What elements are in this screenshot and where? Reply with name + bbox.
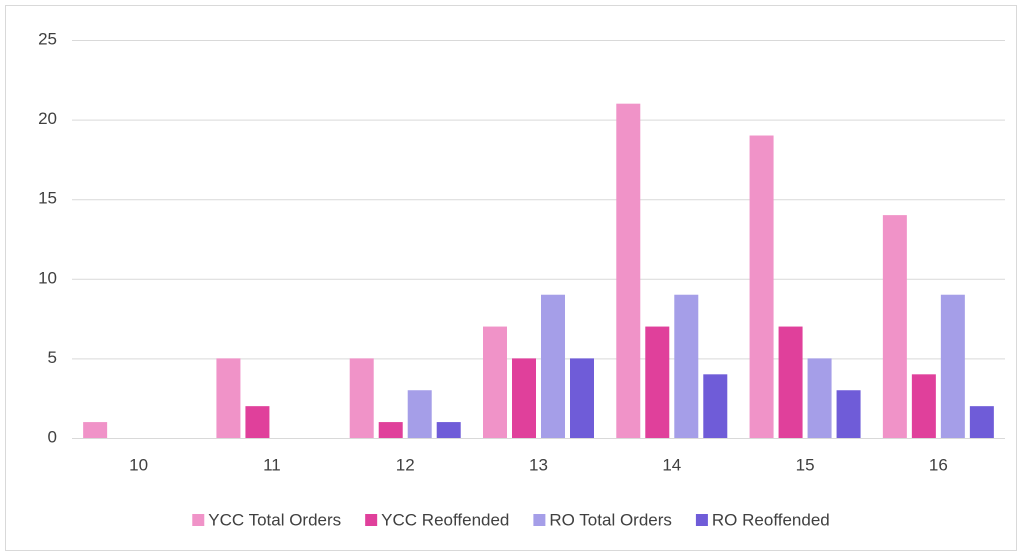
bar [882,215,907,438]
bar [807,358,832,438]
x-tick-label: 15 [796,455,815,474]
x-tick-label: 14 [662,455,681,474]
bar [616,103,641,439]
bar [378,422,403,438]
y-tick-label: 5 [48,348,57,367]
legend-swatch [192,514,205,526]
legend-label: RO Total Orders [549,510,672,529]
x-tick-label: 16 [929,455,948,474]
bar [512,358,536,438]
x-tick-label: 10 [129,455,148,474]
bar [83,422,108,438]
bar [570,358,594,438]
legend-swatch [533,514,546,526]
bar [674,294,699,438]
legend-swatch [695,514,708,526]
x-tick-label: 13 [529,455,548,474]
bar [245,406,270,438]
bar [349,358,374,438]
chart-border [5,5,1017,551]
legend-label: YCC Total Orders [208,510,341,529]
bar [703,374,728,438]
y-tick-label: 0 [48,427,57,446]
bar [216,358,241,438]
legend-label: YCC Reoffended [381,510,509,529]
bar [645,326,670,438]
bar [483,326,507,438]
y-tick-label: 20 [38,109,57,128]
bar [778,326,803,438]
bar [940,294,965,438]
bar [749,135,774,438]
bar [911,374,936,438]
y-tick-label: 25 [38,29,57,48]
y-tick-label: 10 [38,268,57,287]
bar [836,390,861,438]
x-tick-label: 11 [263,455,281,474]
x-tick-label: 12 [396,455,415,474]
bar [436,422,461,438]
legend-swatch [365,514,378,526]
y-tick-label: 15 [38,189,57,208]
bar [407,390,432,438]
legend-label: RO Reoffended [712,510,830,529]
bar [969,406,994,438]
bar [541,294,565,438]
